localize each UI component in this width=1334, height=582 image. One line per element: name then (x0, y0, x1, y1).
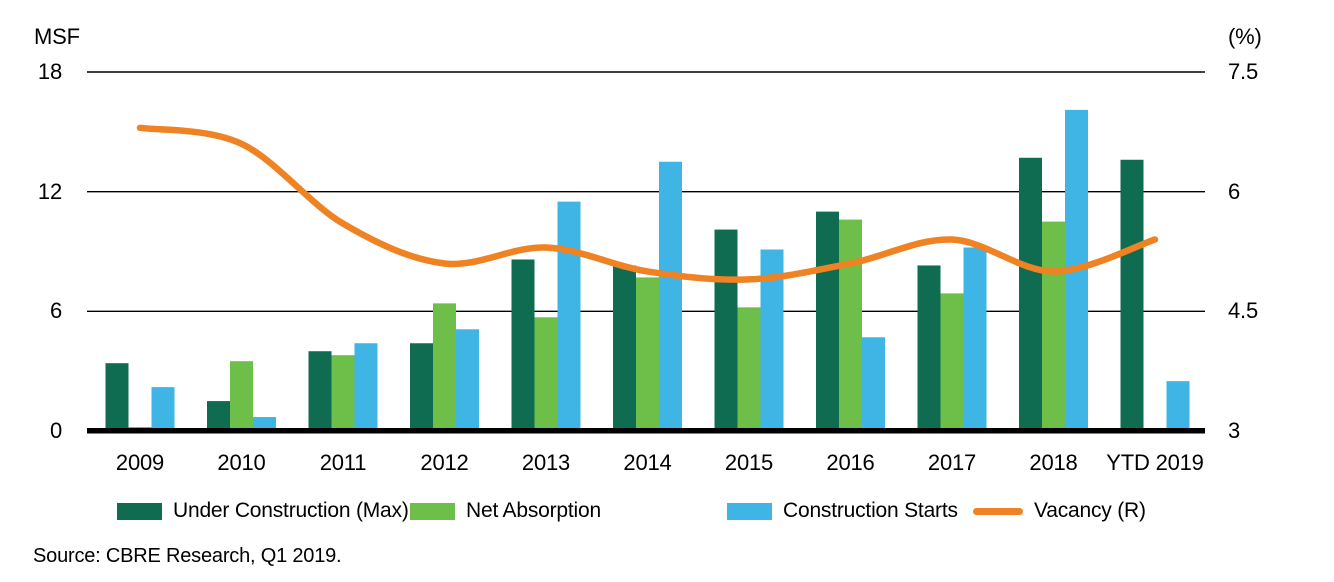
bar-net-absorption-2014 (636, 277, 659, 431)
bar-net-absorption-2010 (230, 361, 253, 431)
x-axis-label: 2018 (1029, 450, 1078, 475)
left-axis-tick: 6 (49, 298, 62, 323)
left-axis-unit-label: MSF (34, 24, 80, 49)
bar-net-absorption-2012 (433, 303, 456, 431)
legend-swatch-orange-line (973, 507, 1023, 515)
bar-construction-starts-2014 (659, 161, 682, 431)
bar-net-absorption-2016 (839, 219, 862, 431)
bar-under-construction-max--2018 (1019, 157, 1042, 431)
x-axis-label: 2009 (115, 450, 165, 475)
bar-under-construction-max--YTD-2019 (1120, 159, 1144, 431)
bar-construction-starts-YTD-2019 (1166, 381, 1190, 431)
bar-under-construction-max--2014 (613, 265, 636, 431)
legend-label: Net Absorption (466, 499, 601, 522)
right-axis-tick: 4.5 (1228, 298, 1258, 323)
legend-label: Vacancy (R) (1034, 499, 1146, 522)
legend-item-vacancy: Vacancy (R) (973, 499, 1146, 523)
bar-net-absorption-2015 (737, 307, 761, 431)
bar-net-absorption-2011 (331, 355, 355, 431)
bar-construction-starts-2010 (253, 417, 276, 431)
bar-net-absorption-2013 (534, 317, 558, 431)
legend-item-construction-starts: Construction Starts (727, 499, 958, 523)
right-axis-unit-label: (%) (1228, 24, 1262, 49)
vacancy-line (136, 124, 1159, 283)
bar-construction-starts-2011 (354, 343, 378, 431)
bar-under-construction-max--2010 (207, 401, 230, 431)
bar-construction-starts-2017 (963, 247, 987, 431)
legend-swatch-blue (727, 502, 772, 520)
bar-net-absorption-2018 (1042, 221, 1065, 431)
bar-under-construction-max--2012 (410, 343, 433, 431)
x-axis-label: 2017 (927, 450, 977, 475)
bar-construction-starts-2013 (557, 201, 581, 431)
bar-under-construction-max--2009 (105, 363, 129, 431)
legend-label: Under Construction (Max) (173, 499, 409, 522)
left-axis-tick: 12 (37, 179, 62, 204)
x-axis-label: 2013 (521, 450, 571, 475)
bar-construction-starts-2009 (151, 387, 175, 431)
bar-under-construction-max--2011 (308, 351, 332, 431)
source-note: Source: CBRE Research, Q1 2019. (33, 545, 342, 567)
bar-under-construction-max--2015 (714, 229, 738, 431)
bar-net-absorption-2017 (940, 293, 964, 431)
bar-construction-starts-2015 (760, 249, 784, 431)
bar-under-construction-max--2013 (511, 259, 535, 431)
x-axis-label: 2015 (724, 450, 774, 475)
x-axis-line (87, 428, 1205, 434)
right-axis-tick: 6 (1228, 179, 1241, 204)
x-axis-label: 2014 (623, 450, 672, 475)
legend-swatch-light-green (410, 502, 455, 520)
x-axis-label: YTD 2019 (1106, 450, 1204, 475)
legend-swatch-dark-green (117, 502, 162, 520)
right-axis-tick: 7.5 (1228, 59, 1258, 84)
bar-under-construction-max--2016 (816, 211, 839, 431)
legend-item-net-absorption: Net Absorption (410, 499, 601, 523)
x-axis-label: 2011 (319, 450, 367, 475)
x-axis-label: 2012 (420, 450, 469, 475)
bar-construction-starts-2016 (862, 337, 885, 431)
x-axis-label: 2010 (217, 450, 266, 475)
legend-item-under-construction: Under Construction (Max) (117, 499, 409, 523)
right-axis-tick: 3 (1228, 418, 1241, 443)
bar-construction-starts-2012 (456, 329, 479, 431)
left-axis-tick: 18 (37, 59, 62, 84)
legend-label: Construction Starts (783, 499, 958, 522)
x-axis-label: 2016 (826, 450, 875, 475)
bar-under-construction-max--2017 (917, 265, 941, 431)
left-axis-tick: 0 (49, 418, 62, 443)
